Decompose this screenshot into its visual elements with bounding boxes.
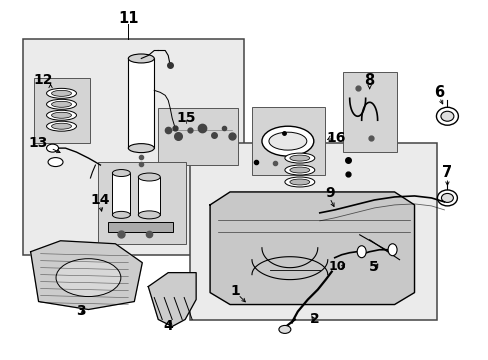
- Bar: [158, 108, 238, 165]
- Text: 8: 8: [364, 73, 374, 88]
- Ellipse shape: [128, 54, 154, 63]
- Ellipse shape: [138, 211, 160, 219]
- Text: 11: 11: [118, 11, 138, 26]
- Ellipse shape: [51, 90, 71, 96]
- Ellipse shape: [46, 144, 59, 152]
- Bar: [112, 173, 130, 215]
- Ellipse shape: [285, 153, 314, 163]
- Ellipse shape: [46, 88, 76, 98]
- Ellipse shape: [46, 99, 76, 109]
- Text: 10: 10: [328, 260, 346, 273]
- Ellipse shape: [51, 112, 71, 118]
- Ellipse shape: [46, 121, 76, 131]
- Ellipse shape: [289, 155, 309, 161]
- Ellipse shape: [112, 170, 130, 176]
- Bar: [34, 78, 90, 143]
- Ellipse shape: [51, 101, 71, 107]
- Text: 15: 15: [176, 111, 196, 125]
- Ellipse shape: [289, 179, 309, 185]
- Ellipse shape: [440, 111, 453, 121]
- Ellipse shape: [387, 244, 396, 256]
- Ellipse shape: [112, 211, 130, 219]
- Text: 5: 5: [368, 260, 378, 274]
- Text: 7: 7: [442, 165, 451, 180]
- Text: 14: 14: [90, 193, 110, 207]
- Ellipse shape: [278, 325, 290, 333]
- Bar: [342, 72, 396, 152]
- Ellipse shape: [56, 259, 121, 297]
- Ellipse shape: [285, 177, 314, 187]
- Text: 1: 1: [230, 284, 240, 298]
- Ellipse shape: [48, 158, 63, 167]
- Ellipse shape: [128, 144, 154, 153]
- Ellipse shape: [46, 110, 76, 120]
- Ellipse shape: [436, 107, 457, 125]
- Polygon shape: [210, 192, 414, 305]
- Ellipse shape: [262, 126, 313, 156]
- Text: 2: 2: [309, 312, 319, 327]
- Ellipse shape: [441, 193, 452, 202]
- Bar: [138, 177, 160, 215]
- Ellipse shape: [138, 173, 160, 181]
- Text: 13: 13: [29, 136, 48, 150]
- Polygon shape: [148, 273, 196, 327]
- Text: 9: 9: [325, 186, 334, 200]
- Bar: [108, 222, 173, 232]
- Ellipse shape: [268, 132, 306, 150]
- Polygon shape: [31, 241, 142, 310]
- Bar: [22, 39, 244, 255]
- Bar: [190, 143, 437, 320]
- Ellipse shape: [285, 165, 314, 175]
- Text: 6: 6: [433, 85, 444, 100]
- Ellipse shape: [289, 167, 309, 173]
- Text: 3: 3: [76, 305, 85, 319]
- Text: 12: 12: [34, 73, 53, 87]
- Text: 4: 4: [163, 319, 173, 333]
- Bar: [128, 58, 154, 148]
- Ellipse shape: [356, 246, 366, 258]
- Text: 16: 16: [325, 131, 345, 145]
- Ellipse shape: [437, 190, 456, 206]
- Ellipse shape: [51, 123, 71, 129]
- Bar: [98, 162, 186, 244]
- Bar: [251, 107, 324, 175]
